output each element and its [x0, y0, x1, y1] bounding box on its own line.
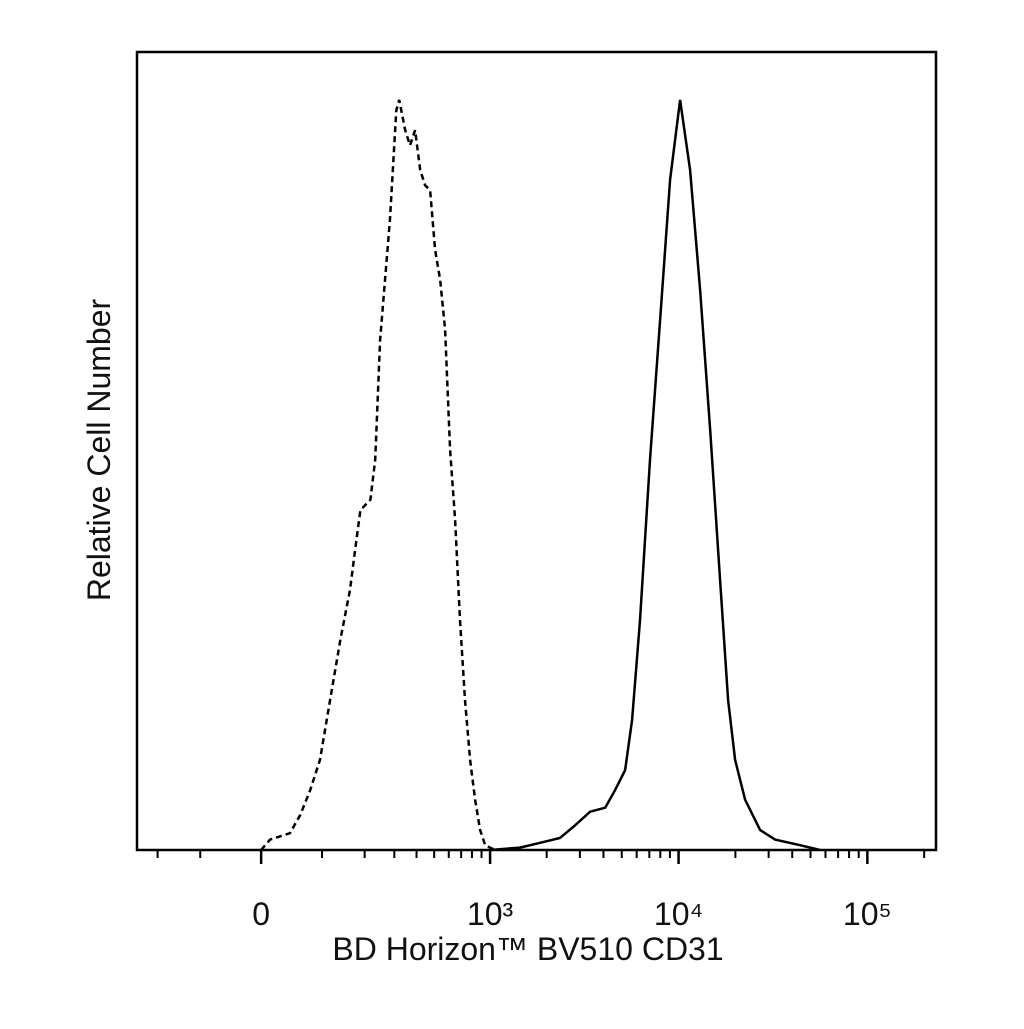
x-tick-label: 0 — [252, 896, 270, 932]
x-axis-title: BD Horizon™ BV510 CD31 — [332, 931, 723, 967]
histogram-line — [489, 99, 821, 852]
plot-frame — [135, 50, 938, 852]
x-tick-label: 10⁴ — [654, 896, 703, 932]
y-axis-title: Relative Cell Number — [81, 298, 117, 601]
histogram-line — [260, 99, 496, 852]
x-tick-label: 10³ — [467, 896, 514, 932]
x-tick-label: 10⁵ — [843, 896, 892, 932]
